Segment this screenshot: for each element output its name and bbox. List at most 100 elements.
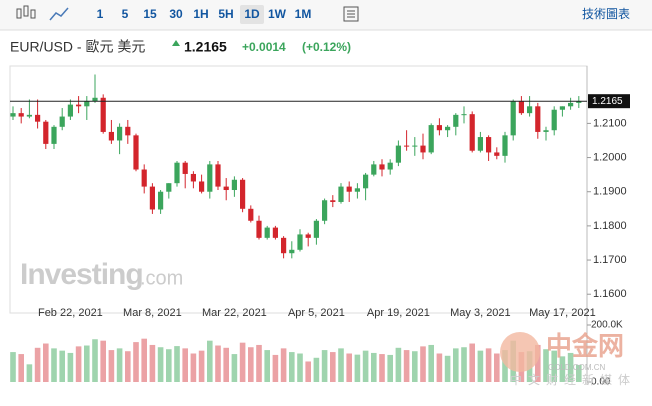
volume-bar — [198, 350, 205, 382]
volume-bar — [100, 340, 106, 382]
volume-bar — [108, 350, 115, 382]
candle-icon[interactable] — [16, 5, 36, 19]
candle-body — [461, 114, 467, 116]
volume-bar — [412, 351, 418, 382]
volume-bar — [149, 344, 156, 382]
candle-body — [486, 137, 492, 153]
volume-bar — [461, 347, 467, 382]
candle-body — [281, 237, 287, 254]
candle-body — [108, 131, 114, 141]
volume-bar — [92, 339, 98, 382]
volume-bar — [576, 364, 582, 382]
toolbar — [0, 0, 652, 30]
volume-tick-label: 200.0K — [591, 320, 623, 331]
candle-body — [502, 135, 508, 156]
volume-bar — [248, 347, 254, 382]
volume-bar — [190, 353, 197, 382]
volume-bar — [256, 344, 262, 382]
candle-body — [297, 234, 303, 250]
candle-body — [18, 113, 24, 117]
volume-bar — [543, 349, 549, 382]
candle-body — [363, 174, 369, 189]
price-change-pct: (+0.12%) — [302, 40, 351, 54]
y-tick-label: 1.1800 — [593, 220, 627, 232]
interval-button[interactable]: 1W — [268, 7, 287, 21]
candle-body — [354, 188, 360, 192]
volume-bar — [207, 340, 213, 382]
candle-body — [527, 106, 533, 114]
volume-bar — [338, 348, 344, 382]
interval-button[interactable]: 15 — [143, 7, 157, 21]
watermark-brand: Investing — [20, 258, 143, 291]
interval-button[interactable]: 1D — [244, 7, 260, 21]
x-tick-label: May 17, 2021 — [529, 307, 596, 319]
volume-bar — [313, 357, 320, 382]
candle-body — [322, 200, 328, 221]
volume-bar — [321, 350, 328, 382]
volume-bar — [125, 351, 131, 382]
volume-bar — [26, 364, 33, 382]
candle-body — [428, 125, 434, 153]
volume-bar — [305, 361, 311, 382]
volume-bar — [239, 342, 246, 382]
interval-button[interactable]: 5H — [218, 7, 233, 21]
candle-body — [436, 125, 442, 131]
candle-body — [158, 191, 164, 210]
candle-body — [535, 106, 541, 132]
candle-body — [477, 137, 483, 151]
watermark-slogan: 中文财经新媒体 — [510, 372, 636, 387]
candle-body — [133, 135, 139, 170]
volume-bar — [494, 353, 500, 382]
candle-body — [182, 162, 188, 174]
candle-body — [149, 186, 155, 210]
x-tick-label: Mar 8, 2021 — [123, 307, 182, 319]
volume-bar — [346, 353, 352, 382]
volume-bar — [371, 352, 377, 382]
candle-body — [240, 179, 246, 209]
x-tick-label: Mar 22, 2021 — [202, 307, 267, 319]
y-tick-label: 1.1900 — [593, 186, 627, 198]
volume-bar — [166, 349, 172, 382]
y-tick-label: 1.1700 — [593, 254, 627, 266]
volume-bar — [264, 350, 270, 382]
x-tick-label: Apr 5, 2021 — [288, 307, 345, 319]
candle-body — [174, 162, 180, 184]
candle-body — [494, 152, 500, 156]
volume-bar — [485, 348, 492, 382]
x-tick-label: Feb 22, 2021 — [38, 307, 103, 319]
settings-icon[interactable] — [343, 6, 359, 22]
interval-button[interactable]: 1H — [193, 7, 208, 21]
candle-body — [117, 126, 123, 141]
volume-bar — [387, 354, 393, 382]
interval-button[interactable]: 5 — [122, 7, 129, 21]
volume-tick-label: 0.00 — [591, 377, 611, 388]
candle-body — [379, 164, 385, 170]
candle-body — [305, 234, 311, 238]
candle-body — [92, 97, 98, 102]
volume-bar — [559, 356, 566, 382]
volume-bar — [43, 343, 49, 382]
candle-body — [51, 126, 57, 144]
interval-button[interactable]: 1 — [97, 7, 104, 21]
volume-bar — [84, 345, 90, 382]
volume-bar — [297, 353, 303, 382]
line-icon[interactable] — [49, 7, 69, 21]
volume-bar — [403, 350, 410, 382]
volume-bar — [231, 354, 238, 382]
volume-bar — [362, 350, 369, 382]
candle-body — [469, 114, 475, 151]
interval-button[interactable]: 30 — [169, 7, 183, 21]
candle-body — [272, 227, 278, 238]
chart-link[interactable]: 技術圖表 — [582, 7, 630, 21]
volume-bar — [215, 345, 221, 382]
volume-bar — [354, 354, 361, 382]
candle-body — [43, 121, 49, 144]
interval-button[interactable]: 1M — [295, 7, 312, 21]
candle-body — [215, 164, 221, 187]
candle-body — [338, 186, 344, 202]
last-price-tag — [588, 94, 630, 109]
candle-body — [10, 113, 16, 117]
y-tick-label: 1.2100 — [593, 117, 627, 129]
active-interval — [240, 5, 264, 24]
volume-bar — [67, 352, 74, 382]
